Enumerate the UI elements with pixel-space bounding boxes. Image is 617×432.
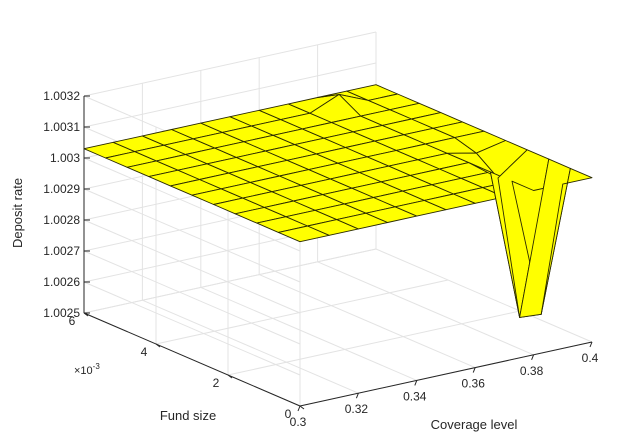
x-tick-mark [355, 393, 359, 399]
floor-grid-line [227, 310, 521, 376]
x-tick-label: 0.38 [520, 364, 544, 378]
x-tick-label: 0.4 [582, 351, 599, 365]
x-tick-mark [531, 354, 535, 360]
x-tick-mark [414, 380, 418, 386]
x-axis-line [299, 341, 593, 407]
y-tick-label: 0 [285, 407, 292, 421]
side-wall-grid-line [83, 188, 301, 283]
floor-grid-line [317, 261, 534, 356]
z-tick-label: 1.0029 [43, 182, 80, 196]
floor-grid-line [155, 279, 449, 345]
x-tick-label: 0.34 [403, 389, 427, 403]
back-wall-grid-line [83, 62, 377, 128]
surface-layer [83, 84, 593, 318]
y-tick-label: 6 [69, 314, 76, 328]
z-tick-label: 1.0028 [43, 213, 80, 227]
tick-label-layer: 0.3 0.32 0.34 0.36 0.38 0.4 0 2 4 61.0025 1.0026 1.… [43, 89, 598, 429]
side-wall-grid-line [83, 250, 301, 345]
y-tick-mark [299, 405, 305, 410]
x-tick-mark [297, 405, 301, 412]
z-tick-label: 1.0031 [43, 120, 80, 134]
x-tick-mark [472, 367, 476, 373]
y-axis-exponent-power: -3 [93, 362, 101, 371]
floor-grid-line [142, 299, 359, 394]
x-tick-label: 0.36 [462, 377, 486, 391]
y-axis-exponent: ×10-3 [74, 362, 100, 377]
side-wall-grid-line [83, 281, 301, 376]
side-wall-grid-line [83, 157, 301, 252]
y-tick-label: 2 [213, 376, 220, 390]
z-tick-label: 1.0025 [43, 306, 80, 320]
floor-grid-line [200, 286, 417, 381]
surface-patch [540, 167, 593, 315]
z-tick-label: 1.0027 [43, 244, 80, 258]
back-wall-grid-line [83, 31, 377, 97]
y-axis-label: Fund size [160, 408, 216, 423]
back-wall-grid-line [83, 248, 377, 314]
y-tick-label: 4 [141, 345, 148, 359]
floor-grid-line [375, 248, 593, 343]
z-tick-label: 1.003 [50, 151, 80, 165]
side-wall-grid-line [83, 219, 301, 314]
x-tick-label: 0.32 [345, 402, 369, 416]
z-tick-label: 1.0032 [43, 89, 80, 103]
y-tick-mark [155, 343, 161, 348]
floor-grid-line [259, 274, 476, 369]
z-tick-label: 1.0026 [43, 275, 80, 289]
x-tick-label: 0.3 [290, 415, 307, 429]
y-axis-line [83, 312, 301, 407]
x-axis-label: Coverage level [431, 417, 518, 432]
z-axis-label: Deposit rate [10, 178, 25, 248]
axes-layer [83, 95, 593, 412]
y-tick-mark [227, 374, 233, 379]
x-tick-mark [589, 341, 593, 348]
